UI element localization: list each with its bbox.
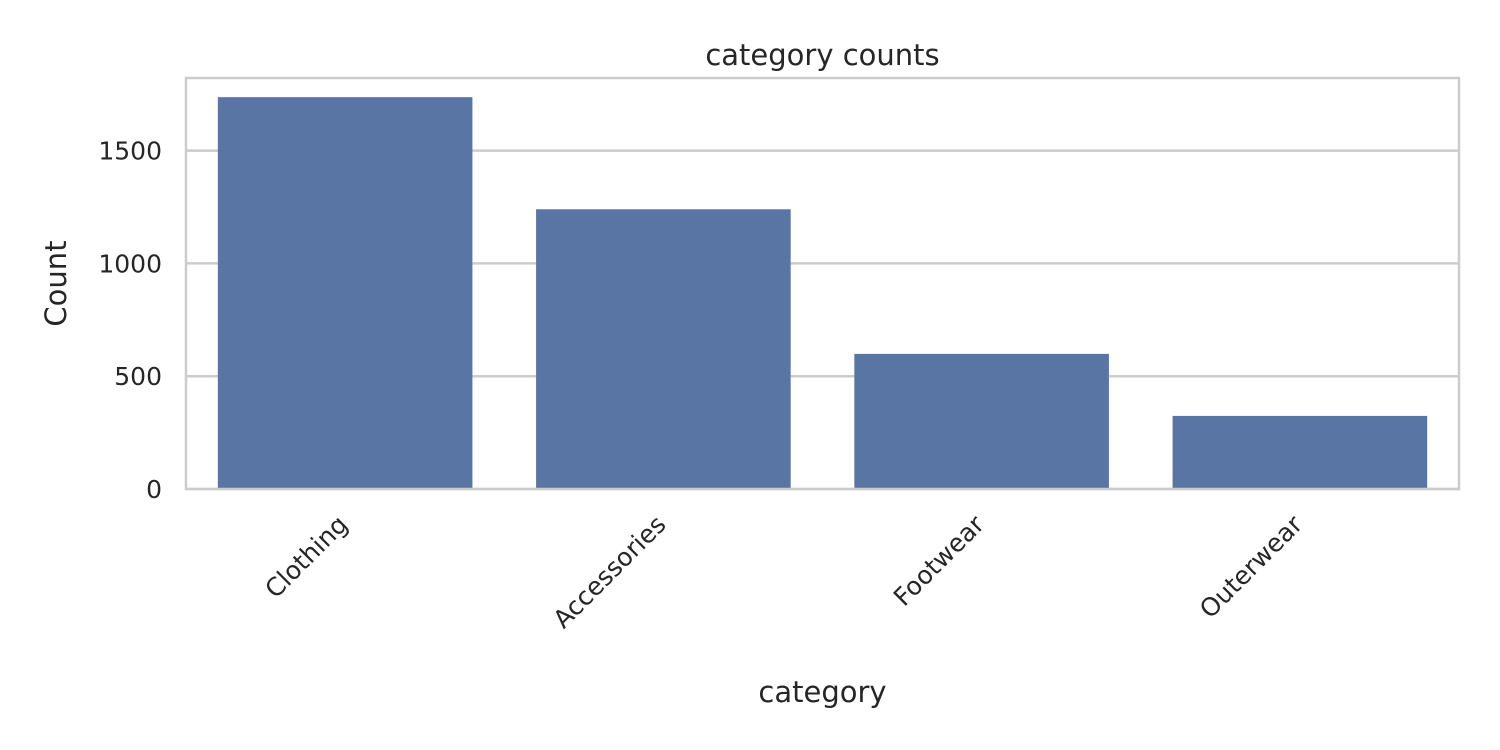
y-tick-label: 0 — [146, 475, 162, 504]
bars — [217, 97, 1428, 490]
x-axis-title: category — [758, 675, 886, 709]
y-tick-label: 1000 — [98, 249, 162, 278]
bar-clothing — [217, 97, 473, 490]
bar-accessories — [536, 209, 791, 489]
y-tick-label: 1500 — [98, 137, 162, 166]
plot-frame — [184, 76, 1461, 491]
y-axis-ticks: 0 500 1000 1500 — [98, 137, 162, 504]
chart-title: category counts — [705, 38, 939, 72]
y-axis-title: Count — [39, 240, 73, 326]
y-tick-label: 500 — [114, 362, 162, 391]
bar-footwear — [854, 353, 1109, 489]
bar-outerwear — [1172, 415, 1428, 489]
